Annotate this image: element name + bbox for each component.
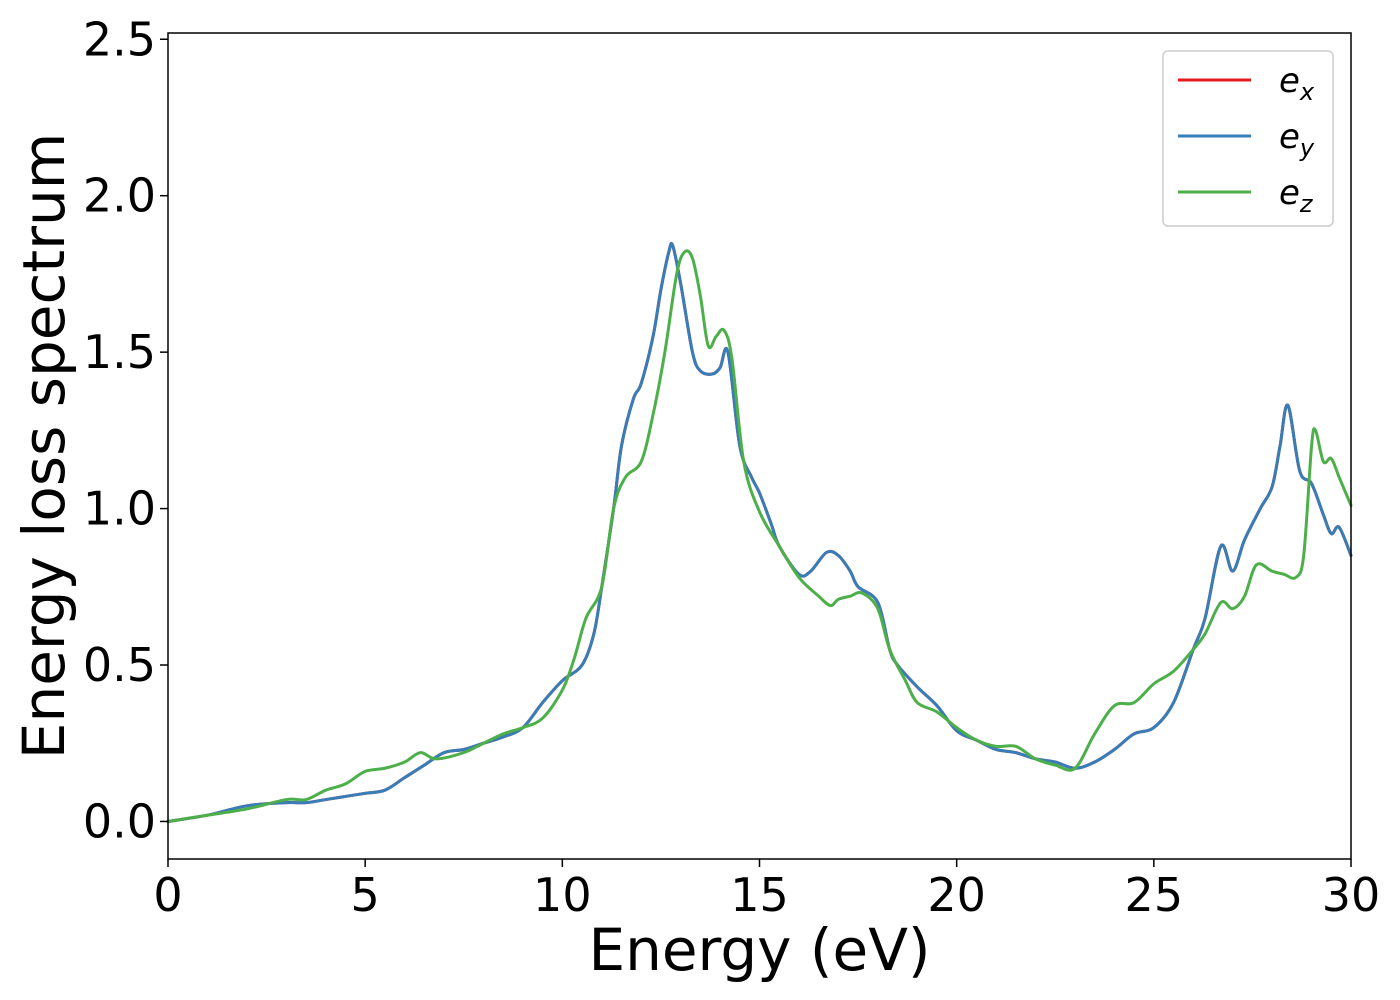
plot-frame [167, 32, 1352, 860]
x-tick-label: 0 [153, 868, 182, 922]
y-tick-label: 1.5 [83, 325, 156, 379]
legend-box [1162, 50, 1334, 227]
x-tick-label: 25 [1125, 868, 1184, 922]
x-tick-label: 30 [1322, 868, 1381, 922]
y-tick-label: 0.0 [83, 794, 156, 848]
series-line-ez [166, 249, 1353, 823]
x-tick-label: 20 [927, 868, 986, 922]
legend-label-ey: ey [1279, 117, 1315, 162]
y-tick-label: 2.5 [83, 12, 156, 66]
y-axis-ticks: 0.0 0.5 1.0 1.5 2.0 2.5 [83, 12, 168, 848]
legend-label-ez: ez [1279, 173, 1314, 218]
series-layer [166, 242, 1353, 823]
x-tick-label: 15 [730, 868, 789, 922]
legend: ex ey ez [1162, 50, 1334, 227]
y-tick-label: 1.0 [83, 482, 156, 536]
x-axis-ticks: 0 5 10 15 20 25 30 [153, 859, 1380, 922]
y-tick-label: 0.5 [83, 638, 156, 692]
x-axis-title: Energy (eV) [588, 916, 930, 984]
x-tick-label: 10 [533, 868, 592, 922]
y-axis-title: Energy loss spectrum [10, 133, 78, 759]
x-tick-label: 5 [351, 868, 380, 922]
y-tick-label: 2.0 [83, 169, 156, 223]
legend-label-ex: ex [1279, 61, 1315, 106]
